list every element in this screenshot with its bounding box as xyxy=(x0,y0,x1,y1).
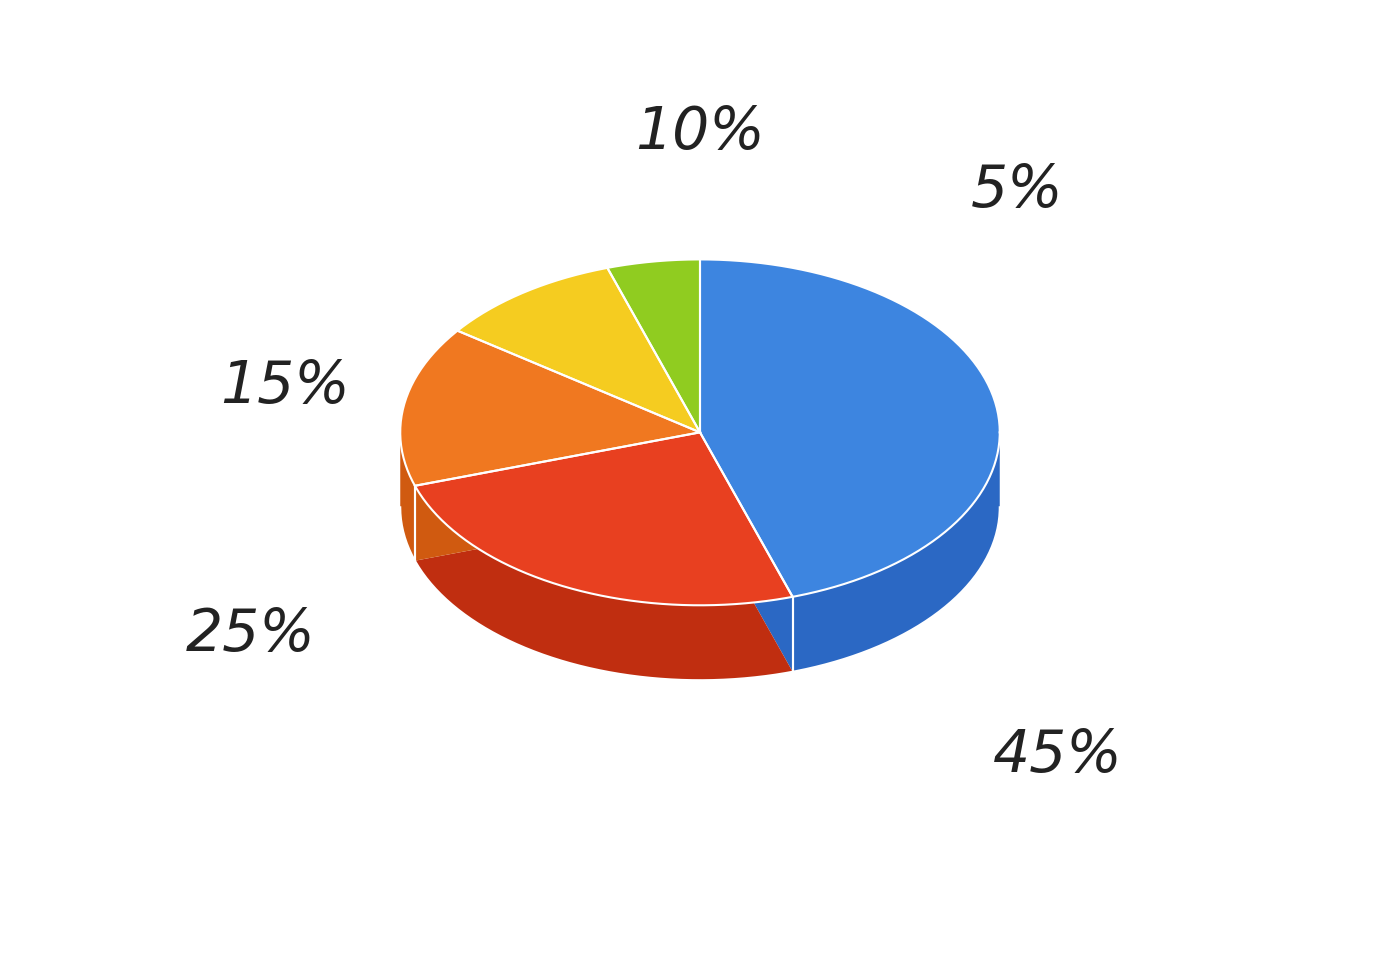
Text: 10%: 10% xyxy=(636,104,764,161)
Polygon shape xyxy=(608,260,700,432)
Text: 25%: 25% xyxy=(185,606,315,662)
Text: 45%: 45% xyxy=(993,727,1123,784)
Polygon shape xyxy=(700,432,1000,671)
Polygon shape xyxy=(400,330,700,486)
Polygon shape xyxy=(414,432,792,606)
Polygon shape xyxy=(414,432,792,680)
Polygon shape xyxy=(700,260,1000,597)
Text: 5%: 5% xyxy=(970,162,1064,219)
Polygon shape xyxy=(400,432,700,561)
Text: 15%: 15% xyxy=(220,358,350,415)
Polygon shape xyxy=(458,268,700,432)
